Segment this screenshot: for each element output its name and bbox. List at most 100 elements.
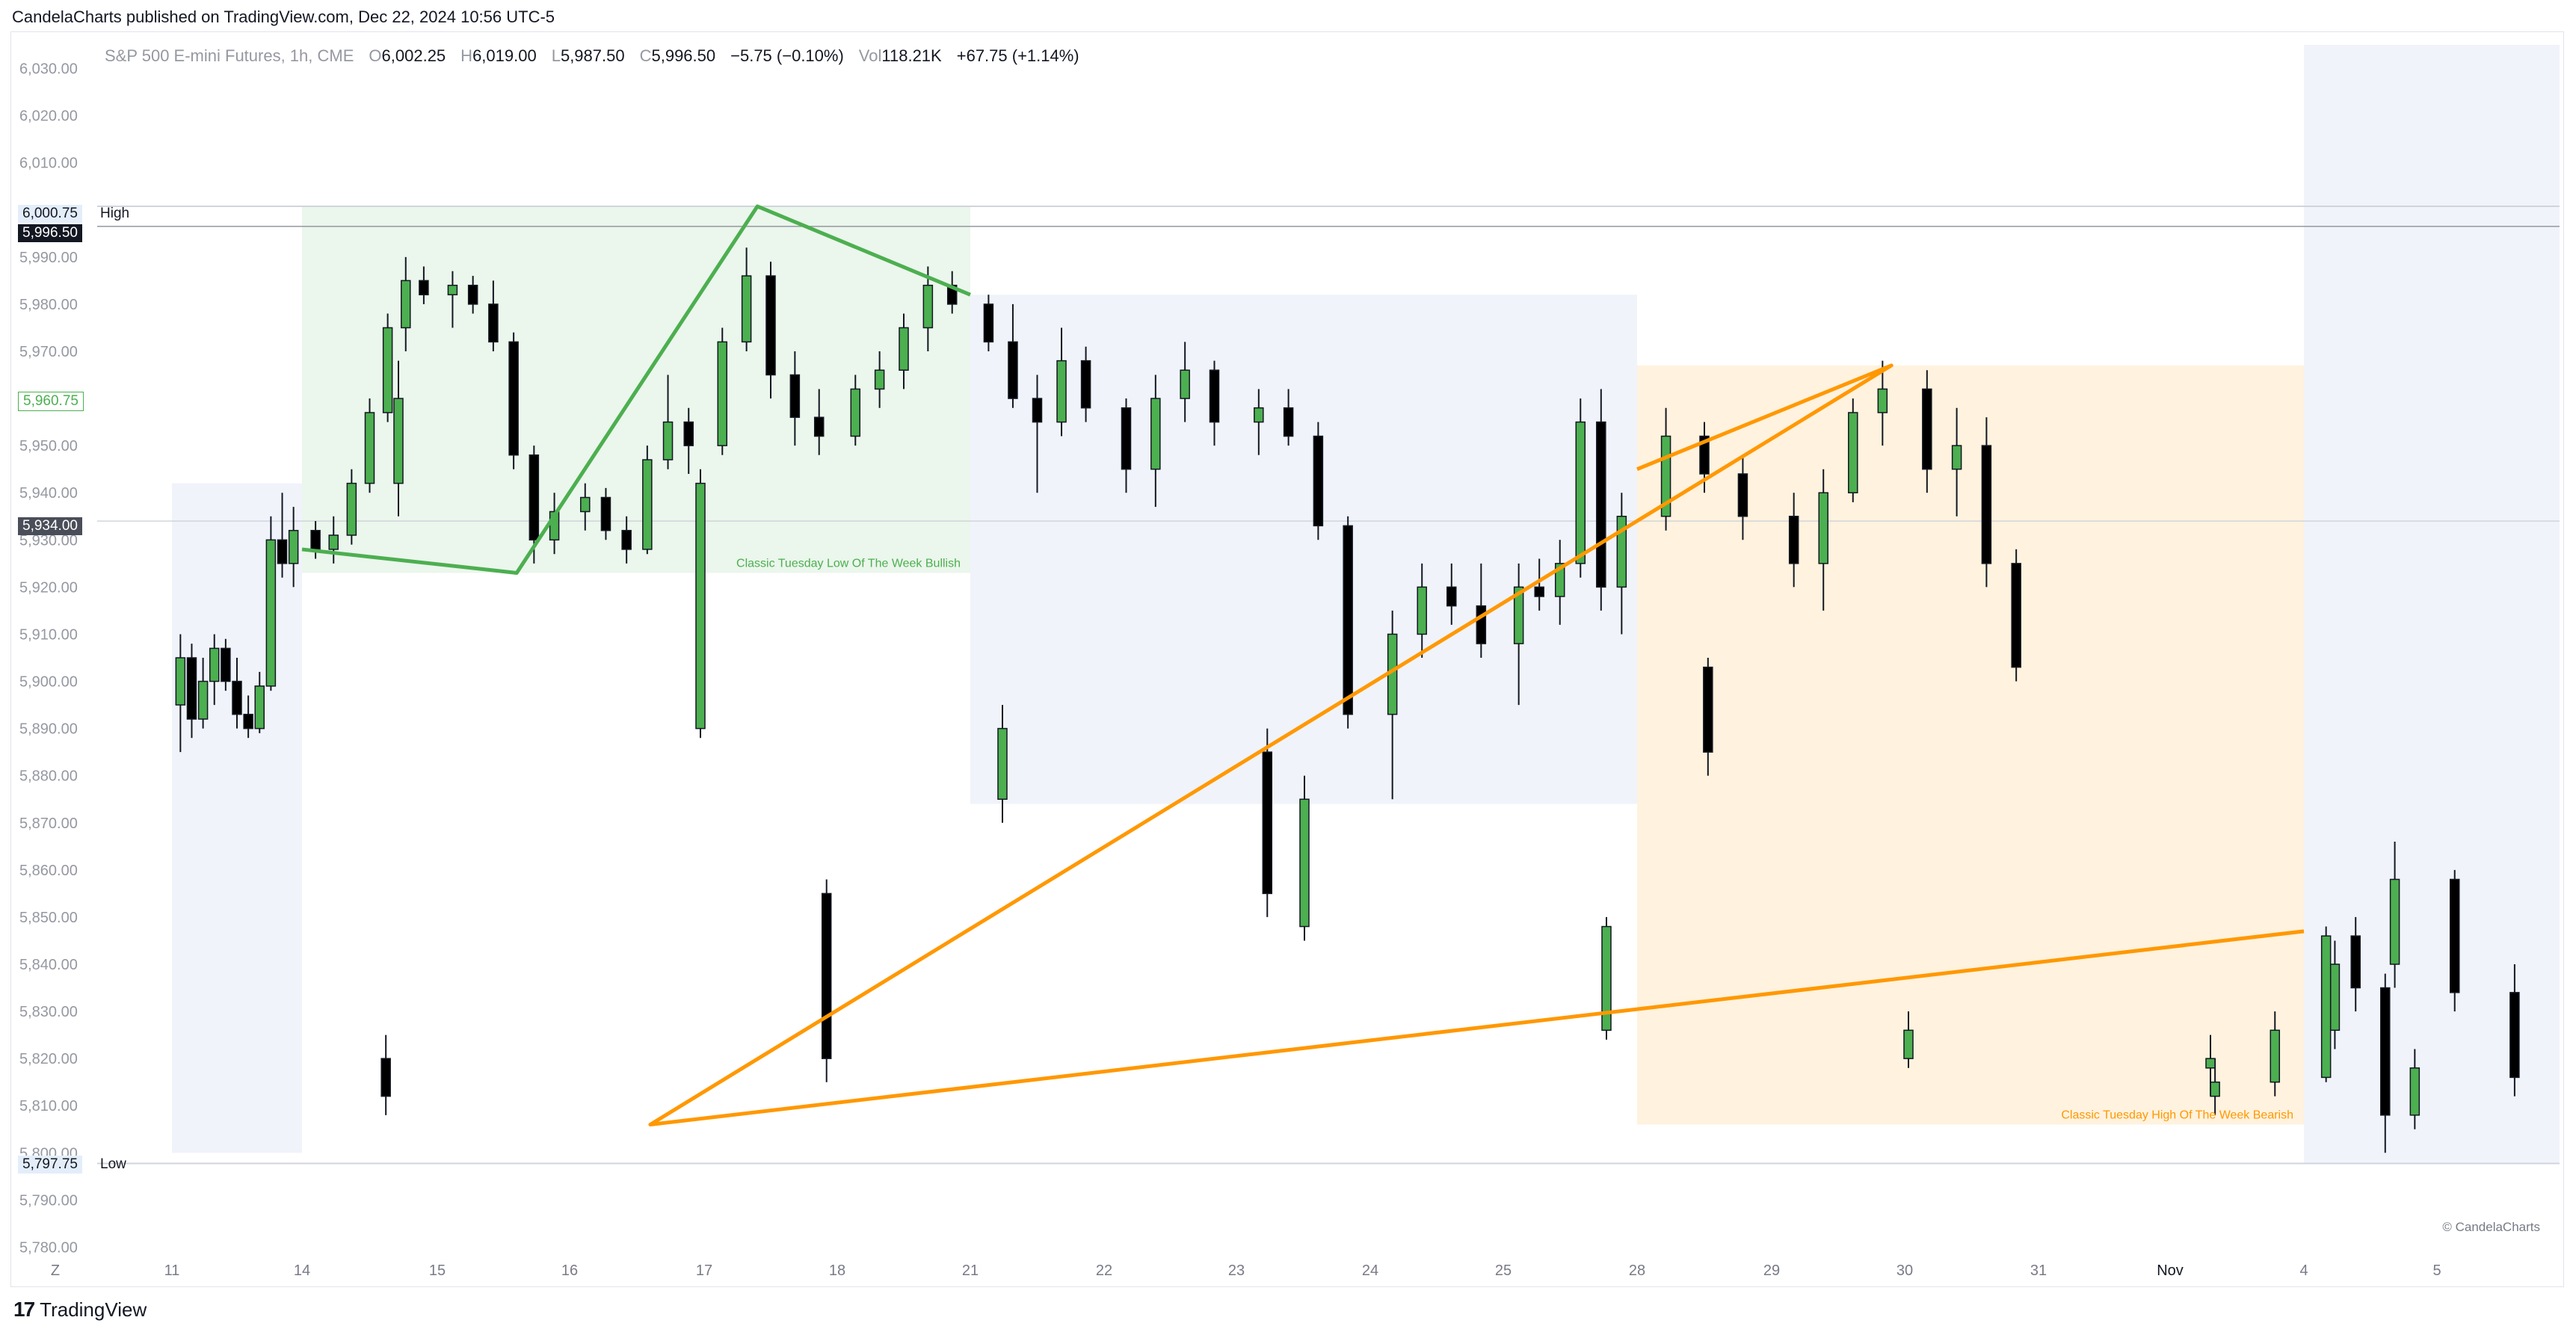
candle-body <box>983 303 994 343</box>
candle-body <box>1903 1029 1914 1059</box>
candle-body <box>2380 987 2391 1116</box>
candle-body <box>243 713 253 730</box>
x-tick-label: 23 <box>1228 1262 1245 1279</box>
candle-body <box>821 892 832 1059</box>
legend-symbol[interactable]: S&P 500 E-mini Futures, 1h, CME <box>105 46 354 65</box>
legend-change: −5.75 (−0.10%) <box>730 46 844 65</box>
x-tick-label: 21 <box>962 1262 979 1279</box>
candle-body <box>1150 398 1161 470</box>
y-tick-label: 5,810.00 <box>19 1098 78 1114</box>
candle-body <box>1575 421 1586 564</box>
x-tick-label: 22 <box>1096 1262 1112 1279</box>
candle-body <box>1180 369 1190 399</box>
candle-body <box>2409 1067 2421 1116</box>
candle-body <box>1262 751 1273 895</box>
crosshair-price-tag: 5,934.00 <box>18 517 82 535</box>
candle-body <box>380 1058 391 1097</box>
candle-body <box>1616 516 1627 588</box>
y-tick-label: 6,030.00 <box>19 61 78 78</box>
candle-body <box>1699 435 1710 475</box>
legend-high-label: H <box>460 46 473 65</box>
y-tick-label: 5,930.00 <box>19 532 78 549</box>
y-tick-label: 6,020.00 <box>19 108 78 125</box>
x-tick-label: 28 <box>1629 1262 1645 1279</box>
x-tick-label: 24 <box>1362 1262 1378 1279</box>
x-tick-label: 17 <box>696 1262 712 1279</box>
candle-body <box>741 275 752 343</box>
candle-body <box>662 421 674 460</box>
x-tick-label: 15 <box>429 1262 446 1279</box>
candle-body <box>2449 878 2460 993</box>
high-price-tag: 6,000.75 <box>18 205 82 223</box>
chart-legend: S&P 500 E-mini Futures, 1h, CME O6,002.2… <box>105 46 1079 66</box>
candle-body <box>2270 1029 2281 1083</box>
candle-body <box>580 496 591 513</box>
candle-body <box>1417 586 1427 635</box>
candle-body <box>1446 586 1457 607</box>
tradingview-footer[interactable]: 17 TradingView <box>13 1298 147 1322</box>
low-label: Low <box>100 1156 126 1172</box>
y-tick-label: 5,900.00 <box>19 674 78 691</box>
x-tick-label: 31 <box>2030 1262 2047 1279</box>
bearish-zone-label: Classic Tuesday High Of The Week Bearish <box>2061 1109 2293 1121</box>
candle-body <box>2210 1081 2220 1097</box>
candle-body <box>2350 935 2361 989</box>
candle-body <box>1818 492 1828 564</box>
green-level-tag: 5,960.75 <box>18 392 84 411</box>
bullish-zone-label: Classic Tuesday Low Of The Week Bullish <box>736 557 961 570</box>
candle-body <box>382 327 393 413</box>
x-tick-label: 29 <box>1763 1262 1780 1279</box>
candle-body <box>197 680 209 720</box>
tradingview-logo-icon: 17 <box>13 1298 35 1321</box>
candle-body <box>1299 798 1310 928</box>
candle-body <box>1848 412 1858 493</box>
candle-body <box>2011 563 2021 668</box>
legend-low-value: 5,987.50 <box>560 46 625 65</box>
candle-body <box>364 412 375 484</box>
candle-body <box>1121 407 1132 470</box>
candle-body <box>874 369 885 390</box>
high-label: High <box>100 206 130 221</box>
session-box-bearish <box>1637 365 2304 1125</box>
session-box-neutral <box>2304 45 2560 1164</box>
y-tick-label: 5,790.00 <box>19 1192 78 1209</box>
legend-close-label: C <box>639 46 652 65</box>
x-tick-label: 14 <box>294 1262 310 1279</box>
x-tick-label: 18 <box>829 1262 845 1279</box>
copyright-text: © CandelaCharts <box>2442 1220 2540 1234</box>
candle-body <box>789 374 801 419</box>
candle-body <box>467 284 478 305</box>
y-tick-label: 5,990.00 <box>19 250 78 266</box>
low-price-tag: 5,797.75 <box>18 1156 82 1174</box>
candle-body <box>288 529 299 564</box>
candle-body <box>2389 878 2400 965</box>
candle-body <box>695 482 706 730</box>
candle-body <box>600 496 611 531</box>
candle-body <box>1922 388 1932 470</box>
candle-body <box>621 529 632 550</box>
y-tick-label: 5,940.00 <box>19 485 78 502</box>
candle-body <box>1209 369 1220 423</box>
candle-body <box>1008 341 1018 399</box>
candle-body <box>209 647 220 682</box>
y-tick-label: 5,830.00 <box>19 1004 78 1020</box>
y-tick-label: 5,820.00 <box>19 1051 78 1067</box>
y-tick-label: 5,780.00 <box>19 1239 78 1256</box>
x-tick-label: 16 <box>561 1262 578 1279</box>
candle-body <box>310 529 321 550</box>
candle-body <box>221 647 231 682</box>
legend-high-value: 6,019.00 <box>472 46 537 65</box>
candle-body <box>1703 666 1713 753</box>
candle-body <box>899 327 909 371</box>
candle-body <box>232 680 242 715</box>
candle-body <box>1596 421 1606 588</box>
candle-body <box>328 534 339 550</box>
chart-frame[interactable] <box>10 31 2564 1287</box>
candle-body <box>1313 435 1324 527</box>
candle-body <box>508 341 519 456</box>
candle-body <box>447 284 458 296</box>
candle-body <box>997 727 1008 800</box>
last-price-tag: 5,996.50 <box>18 224 82 242</box>
candle-body <box>1283 407 1294 437</box>
